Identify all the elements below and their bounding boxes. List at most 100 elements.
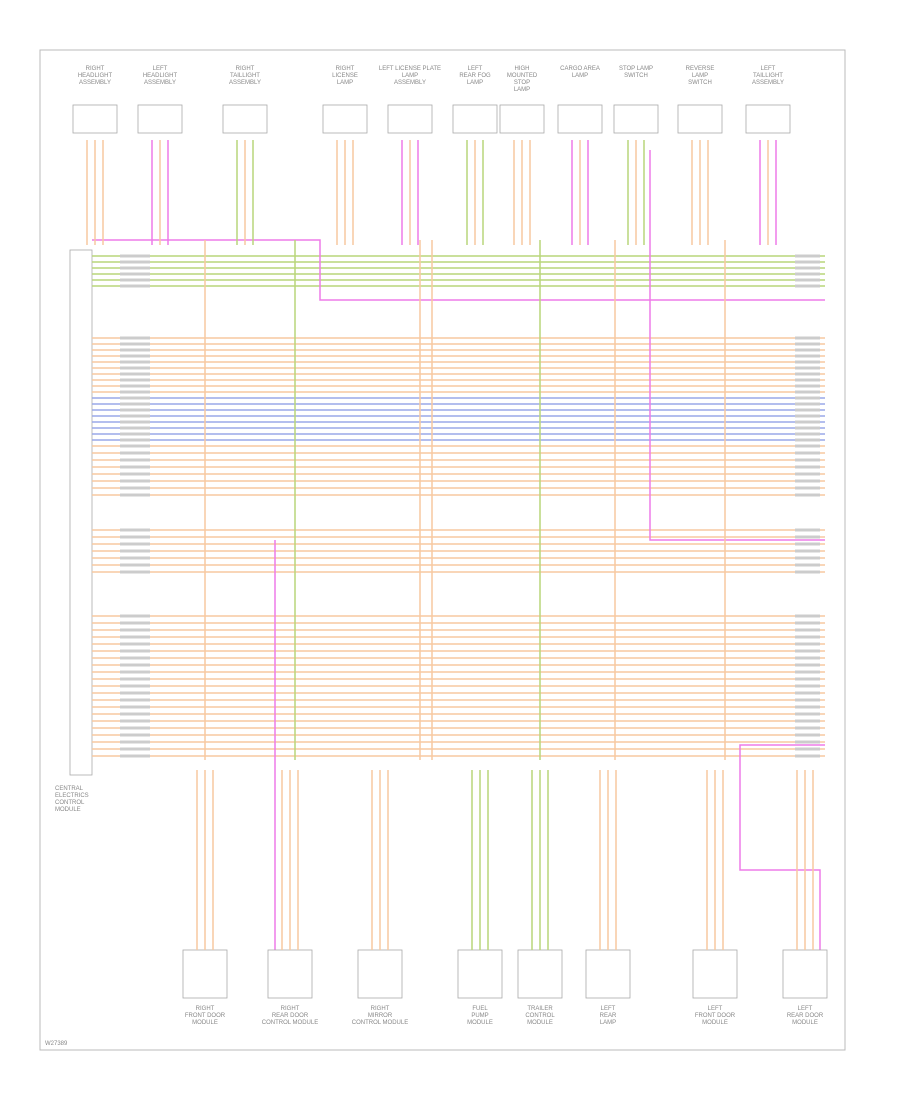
wire-tag: [795, 390, 820, 394]
wire-tag: [120, 420, 150, 424]
wire-tag: [120, 278, 150, 282]
wire-tag: [120, 740, 150, 744]
component-label: MODULE: [792, 1020, 818, 1026]
component: [745, 104, 791, 134]
component-label: MODULE: [467, 1020, 493, 1026]
wire-tag: [120, 414, 150, 418]
wire-tag: [120, 451, 150, 455]
component-label: RIGHT: [86, 66, 105, 72]
component-label: RIGHT: [281, 1006, 300, 1012]
wire-tag: [120, 348, 150, 352]
wire-tag: [120, 390, 150, 394]
component-label: CONTROL MODULE: [262, 1020, 318, 1026]
component: [222, 104, 268, 134]
wire-tag: [795, 360, 820, 364]
wire-tag: [795, 691, 820, 695]
component-label: REAR DOOR: [787, 1013, 824, 1019]
wire-tag: [120, 396, 150, 400]
component-label: RIGHT: [236, 66, 255, 72]
wire-tag: [795, 260, 820, 264]
component-label: HEADLIGHT: [78, 73, 113, 79]
wire-tag: [120, 493, 150, 497]
component-label: LEFT: [601, 1006, 616, 1012]
component: [182, 949, 228, 999]
wire-tag: [795, 451, 820, 455]
component-label: LAMP: [337, 80, 353, 86]
wire-tag: [120, 621, 150, 625]
wire-tag: [795, 740, 820, 744]
wire-tag: [795, 656, 820, 660]
component-label: FRONT DOOR: [185, 1013, 226, 1019]
component: [457, 949, 503, 999]
wire-tag: [120, 408, 150, 412]
component-label: ASSEMBLY: [144, 80, 176, 86]
control-module-connector: [69, 249, 93, 776]
component-label: REAR FOG: [459, 73, 491, 79]
wire-tag: [795, 432, 820, 436]
component-label: LAMP: [572, 73, 588, 79]
component-label: ASSEMBLY: [229, 80, 261, 86]
component-label: TAILLIGHT: [753, 73, 783, 79]
wire-tag: [795, 528, 820, 532]
wire-tag: [795, 272, 820, 276]
component: [72, 104, 118, 134]
component-label: CARGO AREA: [560, 66, 600, 72]
component-label: LAMP: [514, 87, 530, 93]
wire-tag: [120, 354, 150, 358]
wire-tag: [120, 372, 150, 376]
wire-tag: [795, 438, 820, 442]
wire-tag: [120, 698, 150, 702]
wire-tag: [795, 712, 820, 716]
wire-tag: [795, 754, 820, 758]
component-label: ASSEMBLY: [394, 80, 426, 86]
wire-tag: [120, 528, 150, 532]
wire-tag: [795, 426, 820, 430]
wire-tag: [120, 472, 150, 476]
wire: [739, 744, 825, 950]
component-label: PUMP: [471, 1013, 488, 1019]
module-label: ELECTRICS: [55, 793, 89, 799]
component-label: MIRROR: [368, 1013, 393, 1019]
wire-tag: [120, 378, 150, 382]
wire-tag: [120, 366, 150, 370]
component-label: LEFT: [468, 66, 483, 72]
wire-tag: [120, 614, 150, 618]
component-label: REAR DOOR: [272, 1013, 309, 1019]
wire-tag: [120, 254, 150, 258]
wire-tag: [120, 402, 150, 406]
wire-tag: [120, 342, 150, 346]
component-label: SWITCH: [624, 73, 648, 79]
wire-tag: [120, 670, 150, 674]
wire-tag: [795, 570, 820, 574]
wire-tag: [120, 542, 150, 546]
wire-tag: [795, 670, 820, 674]
wire-tag: [120, 733, 150, 737]
wire-tag: [795, 493, 820, 497]
wire-tag: [795, 342, 820, 346]
wire-tag: [120, 656, 150, 660]
component-label: SWITCH: [688, 80, 712, 86]
component-label: LAMP: [692, 73, 708, 79]
wire-tag: [120, 432, 150, 436]
wire-tag: [795, 628, 820, 632]
wire-tag: [120, 705, 150, 709]
wire-tag: [795, 614, 820, 618]
component-label: FUEL: [472, 1006, 488, 1012]
wire-tag: [120, 684, 150, 688]
wire-tag: [120, 458, 150, 462]
component-label: TRAILER: [527, 1006, 553, 1012]
component: [322, 104, 368, 134]
component: [387, 104, 433, 134]
wire-tag: [795, 366, 820, 370]
component: [137, 104, 183, 134]
wire-tag: [120, 384, 150, 388]
wire-tag: [120, 535, 150, 539]
wire-tag: [795, 396, 820, 400]
wire-tag: [120, 642, 150, 646]
wire-tag: [120, 628, 150, 632]
wire-tag: [120, 754, 150, 758]
wire-tag: [795, 354, 820, 358]
wire: [649, 150, 825, 541]
wire-tag: [120, 465, 150, 469]
component-label: LEFT LICENSE PLATE: [379, 66, 441, 72]
